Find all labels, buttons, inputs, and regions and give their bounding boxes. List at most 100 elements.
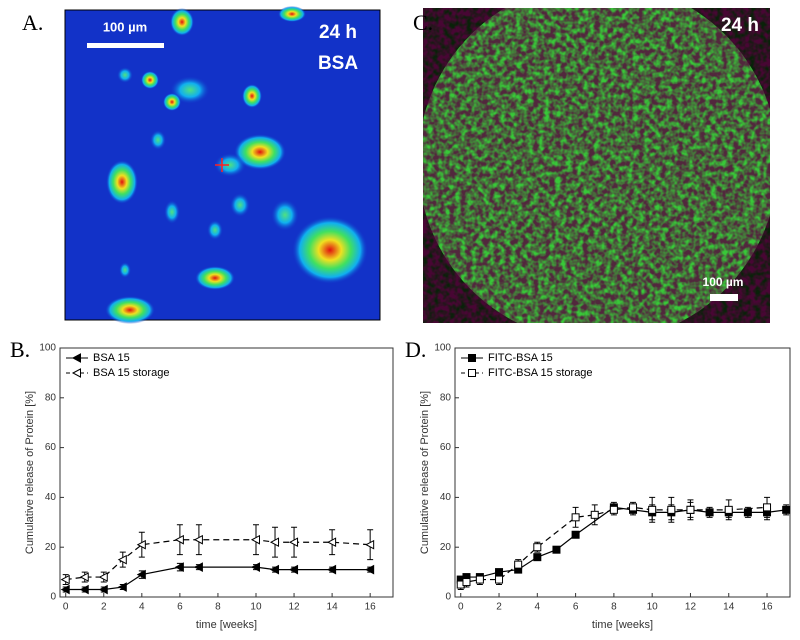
x-tick-label: 16 bbox=[761, 602, 773, 613]
marker bbox=[288, 537, 299, 548]
marker bbox=[648, 505, 657, 514]
series-line bbox=[65, 566, 371, 591]
legend-label: FITC-BSA 15 bbox=[488, 352, 553, 364]
marker bbox=[365, 564, 375, 575]
x-tick-label: 4 bbox=[139, 602, 145, 613]
protein-label: BSA bbox=[318, 53, 358, 74]
marker bbox=[686, 505, 695, 514]
panel-label: A. bbox=[22, 10, 43, 35]
y-axis-label: Cumulative release of Protein [%] bbox=[419, 391, 431, 554]
marker bbox=[571, 530, 580, 539]
marker bbox=[743, 508, 752, 517]
marker bbox=[288, 564, 299, 575]
marker bbox=[60, 584, 70, 595]
legend-label: FITC-BSA 15 storage bbox=[488, 367, 593, 379]
y-tick-label: 80 bbox=[45, 392, 57, 403]
marker bbox=[269, 564, 280, 575]
marker bbox=[193, 562, 203, 572]
series-line bbox=[460, 506, 768, 586]
marker bbox=[98, 584, 108, 595]
y-tick-label: 100 bbox=[39, 343, 56, 354]
panel-label: C. bbox=[413, 10, 433, 35]
x-tick-label: 6 bbox=[573, 602, 579, 613]
legend-marker bbox=[71, 353, 81, 363]
marker bbox=[552, 545, 561, 554]
marker bbox=[60, 574, 70, 585]
time-label: 24 h bbox=[319, 22, 357, 43]
marker bbox=[571, 513, 580, 522]
marker bbox=[365, 539, 375, 550]
marker bbox=[117, 582, 127, 592]
series-line bbox=[460, 506, 787, 581]
image-a: 100 µm 24 h BSA bbox=[64, 6, 381, 324]
x-tick-label: 12 bbox=[288, 602, 300, 613]
marker bbox=[609, 505, 618, 514]
marker bbox=[98, 572, 108, 582]
x-tick-label: 8 bbox=[611, 602, 617, 613]
x-tick-label: 12 bbox=[685, 602, 697, 613]
marker bbox=[475, 575, 484, 584]
x-tick-label: 8 bbox=[215, 602, 221, 613]
marker bbox=[174, 534, 184, 545]
x-tick-label: 10 bbox=[647, 602, 659, 613]
y-tick-label: 80 bbox=[440, 392, 452, 403]
legend-marker bbox=[468, 354, 476, 362]
marker bbox=[533, 553, 542, 562]
plot-frame bbox=[454, 347, 791, 598]
x-tick-label: 6 bbox=[177, 602, 183, 613]
y-axis-label: Cumulative release of Protein [%] bbox=[24, 391, 36, 554]
x-tick-label: 2 bbox=[496, 602, 502, 613]
marker bbox=[533, 543, 542, 552]
panel-label: D. bbox=[405, 337, 426, 362]
y-tick-label: 20 bbox=[45, 542, 57, 553]
y-tick-label: 40 bbox=[45, 492, 57, 503]
marker bbox=[724, 505, 733, 514]
x-tick-label: 2 bbox=[101, 602, 107, 613]
x-tick-label: 16 bbox=[365, 602, 377, 613]
scale-label: 100 µm bbox=[703, 275, 744, 289]
image-c: 24 h 100 µm bbox=[423, 8, 770, 323]
marker bbox=[462, 578, 471, 587]
x-axis-label: time [weeks] bbox=[196, 619, 257, 631]
marker bbox=[136, 569, 146, 580]
marker bbox=[79, 584, 89, 595]
marker bbox=[193, 534, 203, 545]
y-tick-label: 0 bbox=[50, 592, 56, 603]
y-tick-label: 60 bbox=[440, 442, 452, 453]
plot-frame bbox=[59, 347, 394, 598]
marker bbox=[250, 534, 260, 545]
y-tick-label: 100 bbox=[434, 343, 451, 354]
legend-label: BSA 15 bbox=[93, 352, 130, 364]
y-tick-label: 20 bbox=[440, 542, 452, 553]
x-axis-label: time [weeks] bbox=[592, 619, 653, 631]
time-label: 24 h bbox=[721, 15, 759, 36]
x-tick-label: 14 bbox=[327, 602, 339, 613]
panel-label: B. bbox=[10, 337, 30, 362]
y-tick-label: 0 bbox=[445, 592, 451, 603]
marker bbox=[495, 575, 504, 584]
x-tick-label: 14 bbox=[723, 602, 735, 613]
legend-label: BSA 15 storage bbox=[93, 367, 169, 379]
marker bbox=[79, 572, 89, 582]
marker bbox=[629, 503, 638, 512]
legend-marker bbox=[468, 369, 476, 377]
y-tick-label: 40 bbox=[440, 492, 452, 503]
marker bbox=[667, 505, 676, 514]
marker bbox=[514, 560, 523, 569]
marker bbox=[269, 537, 280, 548]
scale-label: 100 µm bbox=[103, 19, 147, 34]
x-tick-label: 10 bbox=[250, 602, 262, 613]
series-line bbox=[65, 539, 371, 581]
marker bbox=[117, 554, 127, 565]
marker bbox=[250, 562, 260, 572]
marker bbox=[327, 564, 337, 575]
marker bbox=[705, 508, 714, 517]
marker bbox=[782, 505, 791, 514]
x-tick-label: 0 bbox=[458, 602, 464, 613]
x-tick-label: 0 bbox=[63, 602, 69, 613]
x-tick-label: 4 bbox=[535, 602, 541, 613]
y-tick-label: 60 bbox=[45, 442, 57, 453]
marker bbox=[763, 503, 772, 512]
marker bbox=[174, 562, 184, 572]
